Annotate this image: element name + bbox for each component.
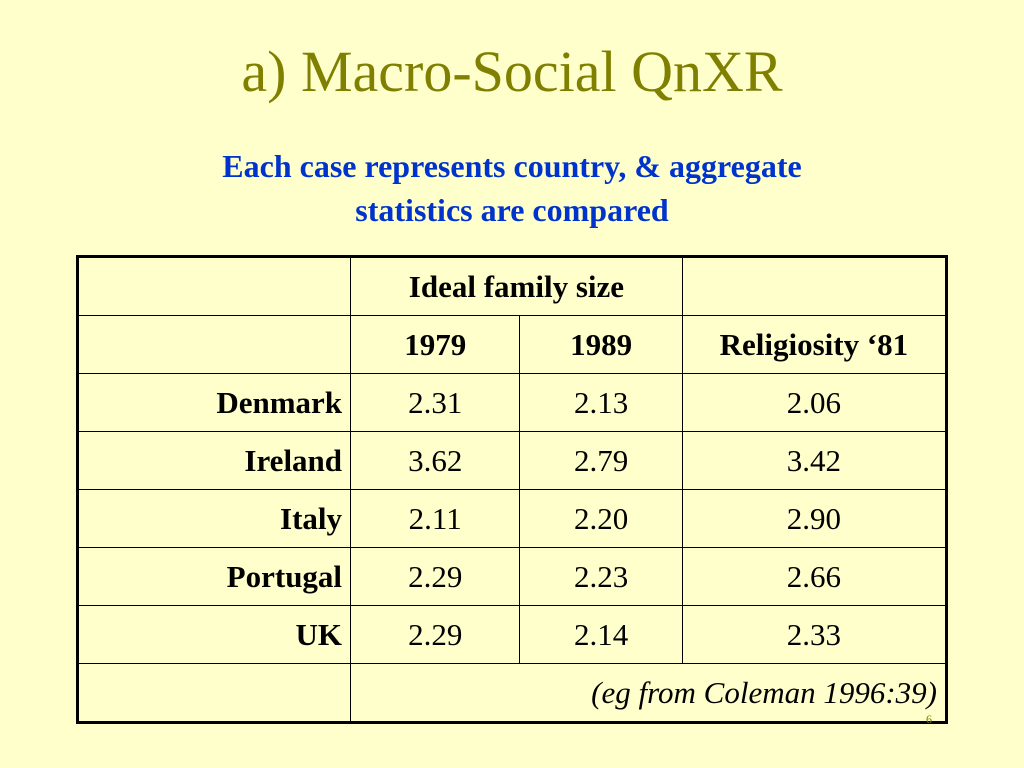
- country-cell: Portugal: [76, 547, 352, 606]
- country-cell: Denmark: [76, 373, 352, 432]
- family-size-table: Ideal family size 1979 1989 Religiosity …: [76, 255, 948, 724]
- religiosity-cell: 3.42: [681, 431, 948, 490]
- value-1989-cell: 2.23: [519, 547, 683, 606]
- table-header-row-1: Ideal family size: [76, 256, 948, 316]
- value-1979-cell: 2.29: [350, 605, 521, 664]
- religiosity-cell: 2.90: [681, 489, 948, 548]
- table-source-row: (eg from Coleman 1996:39): [76, 663, 947, 723]
- ideal-family-size-header: Ideal family size: [350, 256, 683, 316]
- value-1989-cell: 2.79: [519, 431, 683, 490]
- value-1989-cell: 2.14: [519, 605, 683, 664]
- table-row: Ireland 3.62 2.79 3.42: [76, 431, 948, 490]
- religiosity-cell: 2.33: [681, 605, 948, 664]
- table-row: Italy 2.11 2.20 2.90: [76, 489, 948, 548]
- country-cell: UK: [76, 605, 352, 664]
- slide-subtitle: Each case represents country, & aggregat…: [100, 144, 924, 232]
- slide-title: a) Macro-Social QnXR: [241, 39, 783, 104]
- empty-source-cell: [76, 663, 352, 723]
- subtitle-line-1: Each case represents country, & aggregat…: [222, 148, 802, 184]
- empty-header-cell: [76, 256, 352, 316]
- subtitle-line-2: statistics are compared: [355, 192, 669, 228]
- empty-header-cell: [681, 256, 948, 316]
- empty-header-cell: [76, 315, 352, 374]
- value-1979-cell: 2.29: [350, 547, 521, 606]
- country-cell: Italy: [76, 489, 352, 548]
- country-cell: Ireland: [76, 431, 352, 490]
- table-header-row-2: 1979 1989 Religiosity ‘81: [76, 315, 948, 374]
- header-religiosity: Religiosity ‘81: [681, 315, 948, 374]
- value-1979-cell: 3.62: [350, 431, 521, 490]
- table-row: Denmark 2.31 2.13 2.06: [76, 373, 948, 432]
- table-row: UK 2.29 2.14 2.33: [76, 605, 948, 664]
- value-1979-cell: 2.11: [350, 489, 521, 548]
- religiosity-cell: 2.06: [681, 373, 948, 432]
- value-1989-cell: 2.20: [519, 489, 683, 548]
- table-row: Portugal 2.29 2.23 2.66: [76, 547, 948, 606]
- header-1979: 1979: [350, 315, 521, 374]
- source-citation: (eg from Coleman 1996:39): [350, 663, 947, 723]
- header-1989: 1989: [519, 315, 683, 374]
- religiosity-cell: 2.66: [681, 547, 948, 606]
- value-1989-cell: 2.13: [519, 373, 683, 432]
- page-number: 6: [926, 712, 932, 726]
- value-1979-cell: 2.31: [350, 373, 521, 432]
